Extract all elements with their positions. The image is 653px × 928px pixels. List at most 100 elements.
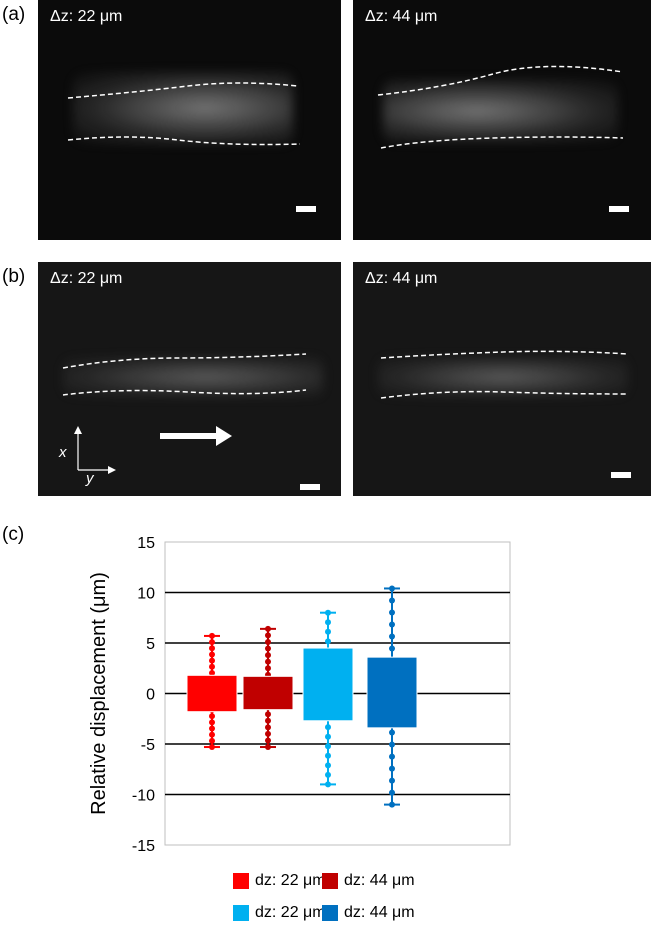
- panel-label-c: (c): [2, 524, 25, 545]
- data-point: [389, 645, 395, 652]
- data-point: [265, 711, 271, 718]
- data-point: [325, 628, 331, 635]
- y-tick-label: 15: [137, 535, 155, 552]
- legend-item: dz: 22 μm: [233, 904, 326, 922]
- data-point: [389, 777, 395, 784]
- data-point: [325, 752, 331, 759]
- data-point: [389, 753, 395, 760]
- data-point: [265, 652, 271, 659]
- image-label: Δz: 22 μm: [50, 270, 123, 287]
- image-b-22um: Δz: 22 μm x y: [38, 262, 341, 496]
- data-point: [209, 657, 215, 664]
- data-point: [265, 665, 271, 672]
- data-point: [389, 621, 395, 628]
- legend-item: dz: 44 μm: [322, 872, 415, 890]
- data-point: [209, 744, 215, 751]
- data-point: [325, 781, 331, 788]
- legend-swatch: [233, 873, 249, 889]
- data-point: [209, 713, 215, 720]
- data-point: [325, 743, 331, 750]
- legend-label: dz: 22 μm: [255, 872, 326, 889]
- panel-label-a: (a): [2, 4, 26, 25]
- chart-legend: dz: 22 μm dz: 44 μm dz: 22 μm dz: 44 μm: [0, 870, 653, 928]
- y-tick-label: -10: [132, 788, 155, 805]
- data-point: [265, 632, 271, 639]
- y-axis-label: Relative displacement (μm): [88, 572, 110, 815]
- tissue-outline: [380, 350, 629, 399]
- image-a-44um: Δz: 44 μm: [353, 0, 651, 240]
- box: [186, 674, 238, 713]
- data-point: [209, 645, 215, 652]
- box: [366, 656, 418, 729]
- data-point: [325, 724, 331, 731]
- image-a-22um: Δz: 22 μm: [38, 0, 341, 240]
- data-point: [265, 737, 271, 744]
- legend-swatch: [233, 905, 249, 921]
- image-b-44um: Δz: 44 μm: [353, 262, 651, 496]
- y-tick-label: 5: [146, 636, 155, 653]
- legend-item: dz: 44 μm: [322, 904, 415, 922]
- data-point: [389, 801, 395, 808]
- data-point: [389, 609, 395, 616]
- image-label: Δz: 44 μm: [365, 270, 438, 287]
- data-point: [325, 771, 331, 778]
- data-point: [325, 733, 331, 740]
- tissue-outline: [67, 82, 301, 146]
- axis-indicator: [74, 426, 116, 474]
- tissue-outline: [62, 353, 307, 474]
- y-tick-label: -5: [141, 737, 155, 754]
- data-point: [209, 737, 215, 744]
- data-point: [265, 730, 271, 737]
- data-point: [389, 633, 395, 640]
- data-point: [265, 625, 271, 632]
- data-point: [265, 658, 271, 665]
- legend-label: dz: 22 μm: [255, 904, 326, 921]
- legend-item: dz: 22 μm: [233, 872, 326, 890]
- y-tick-label: 0: [146, 687, 155, 704]
- data-point: [325, 638, 331, 645]
- box-plot-chart: -15 -10 -5 0 5 10 15 Relative displacement (μm): [88, 535, 511, 855]
- data-point: [209, 663, 215, 670]
- data-point: [265, 724, 271, 731]
- tissue-region: [383, 80, 618, 142]
- scale-bar: [296, 206, 316, 212]
- data-point: [209, 725, 215, 732]
- data-point: [209, 731, 215, 738]
- tissue-region: [63, 357, 323, 397]
- tissue-outline: [377, 65, 624, 149]
- legend-label: dz: 44 μm: [344, 872, 415, 889]
- data-point: [389, 597, 395, 604]
- data-point: [389, 741, 395, 748]
- data-point: [389, 729, 395, 736]
- scale-bar: [300, 484, 320, 490]
- data-point: [265, 717, 271, 724]
- data-point: [209, 632, 215, 639]
- data-point: [209, 651, 215, 658]
- data-point: [325, 619, 331, 626]
- y-tick-label: -15: [132, 838, 155, 855]
- y-tick-label: 10: [137, 586, 155, 603]
- data-point: [209, 719, 215, 726]
- legend-swatch: [322, 873, 338, 889]
- axis-x-label: x: [59, 444, 67, 461]
- image-label: Δz: 22 μm: [50, 8, 123, 25]
- panel-label-b: (b): [2, 266, 26, 287]
- data-point: [389, 765, 395, 772]
- data-point: [389, 789, 395, 796]
- legend-swatch: [322, 905, 338, 921]
- data-point: [389, 585, 395, 592]
- image-label: Δz: 44 μm: [365, 8, 438, 25]
- tissue-region: [73, 72, 293, 144]
- scale-bar: [611, 472, 631, 478]
- flow-arrow: [160, 426, 232, 446]
- box: [242, 675, 294, 711]
- tissue-region: [378, 357, 628, 397]
- scale-bar: [609, 206, 629, 212]
- box: [302, 647, 354, 722]
- data-point: [265, 638, 271, 645]
- data-point: [325, 762, 331, 769]
- data-point: [325, 609, 331, 616]
- data-point: [209, 639, 215, 646]
- legend-label: dz: 44 μm: [344, 904, 415, 921]
- data-point: [265, 744, 271, 751]
